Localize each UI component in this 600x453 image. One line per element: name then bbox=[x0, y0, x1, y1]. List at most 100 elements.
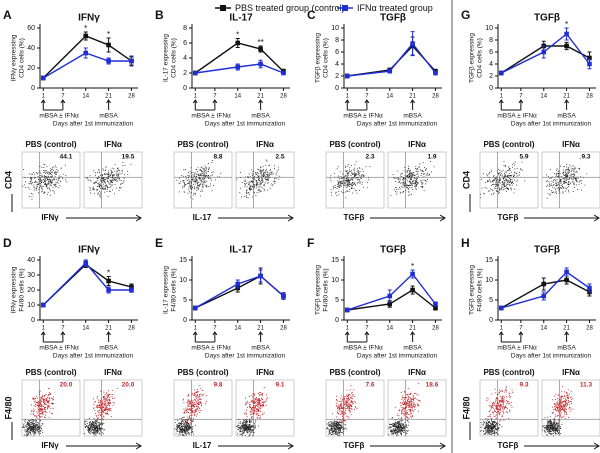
flow-dot bbox=[556, 187, 558, 189]
flow-dot bbox=[253, 412, 255, 414]
flow-dot bbox=[498, 169, 500, 171]
flow-dot bbox=[108, 394, 110, 396]
flow-dot bbox=[32, 429, 34, 431]
flow-dot bbox=[366, 182, 368, 184]
flow-dot bbox=[186, 425, 188, 427]
flow-dot bbox=[130, 163, 132, 165]
flow-dot bbox=[257, 169, 259, 171]
flow-dot bbox=[200, 180, 202, 182]
flow-dot bbox=[338, 407, 341, 409]
flow-dot bbox=[262, 401, 264, 403]
flow-dot bbox=[56, 181, 58, 183]
flow-dot bbox=[34, 173, 36, 175]
flow-dot bbox=[340, 407, 343, 409]
flow-dot bbox=[42, 178, 44, 180]
flow-dot bbox=[33, 429, 35, 431]
flow-dot bbox=[243, 430, 245, 432]
flow-dot bbox=[396, 191, 398, 193]
flow-dot bbox=[348, 169, 350, 171]
flow-dot bbox=[117, 175, 119, 177]
flow-dot bbox=[357, 170, 359, 172]
flow-dot bbox=[394, 422, 396, 424]
flow-dot bbox=[566, 163, 568, 165]
flow-dot bbox=[246, 421, 248, 423]
flow-dot bbox=[261, 170, 263, 172]
flow-dot bbox=[336, 431, 338, 433]
flow-dot bbox=[577, 189, 579, 191]
flow-dot bbox=[37, 178, 39, 180]
flow-dot bbox=[45, 184, 47, 186]
flow-dot bbox=[258, 178, 260, 180]
flow-dot bbox=[184, 423, 186, 425]
flow-dot bbox=[181, 423, 183, 425]
flow-dot bbox=[44, 181, 46, 183]
flow-dot bbox=[189, 408, 191, 410]
flow-plot bbox=[21, 379, 81, 437]
flow-dot bbox=[577, 181, 579, 183]
y-tick-label: 15 bbox=[485, 257, 493, 264]
flow-dot bbox=[44, 183, 46, 185]
flow-dot bbox=[189, 426, 191, 428]
flow-dot bbox=[199, 185, 201, 187]
flow-dot bbox=[55, 178, 57, 180]
flow-dot bbox=[399, 428, 401, 430]
flow-dot bbox=[410, 184, 412, 186]
flow-dot bbox=[40, 172, 42, 174]
flow-dot bbox=[495, 179, 497, 181]
flow-dot bbox=[192, 411, 194, 413]
flow-dot bbox=[264, 182, 266, 184]
flow-dot bbox=[185, 422, 187, 424]
flow-dot bbox=[421, 173, 423, 175]
flow-dot bbox=[242, 419, 244, 421]
flow-dot bbox=[39, 397, 41, 399]
x-tick-label: 21 bbox=[563, 94, 570, 100]
flow-dot bbox=[212, 171, 214, 173]
flow-dot bbox=[28, 428, 30, 430]
flow-dot bbox=[349, 389, 351, 391]
flow-dot bbox=[86, 426, 88, 428]
flow-dot bbox=[200, 393, 202, 395]
flow-dot bbox=[343, 427, 345, 429]
flow-dot bbox=[274, 181, 276, 183]
flow-dot bbox=[200, 409, 202, 411]
flow-dot bbox=[568, 168, 570, 170]
flow-dot bbox=[568, 183, 570, 185]
flow-dot bbox=[106, 395, 108, 397]
flow-dot bbox=[187, 192, 189, 194]
flow-dot bbox=[47, 408, 49, 410]
flow-dot bbox=[338, 426, 340, 428]
flow-dot bbox=[183, 430, 185, 432]
x-tick-label: 1 bbox=[346, 94, 350, 100]
flow-dot bbox=[204, 172, 206, 174]
flow-dot bbox=[98, 414, 100, 416]
flow-dot bbox=[97, 399, 99, 401]
flow-dot bbox=[408, 195, 410, 197]
flow-dot bbox=[277, 166, 279, 168]
flow-dot bbox=[105, 405, 107, 407]
flow-dot bbox=[210, 185, 212, 187]
flow-dot bbox=[501, 183, 503, 185]
flow-dot bbox=[95, 434, 97, 436]
flow-dot bbox=[350, 174, 352, 176]
flow-dot bbox=[343, 396, 345, 398]
flow-dot bbox=[27, 427, 29, 429]
flow-dot bbox=[108, 172, 110, 174]
flow-dot bbox=[514, 179, 516, 181]
flow-dot bbox=[239, 431, 241, 433]
flow-dot bbox=[89, 424, 91, 426]
flow-dot bbox=[335, 192, 337, 194]
flow-dot bbox=[48, 171, 50, 173]
flow-dot bbox=[261, 397, 263, 399]
flow-dot bbox=[104, 396, 106, 398]
flow-dot bbox=[500, 188, 502, 190]
flow-dot bbox=[416, 173, 418, 175]
flow-dot bbox=[249, 189, 251, 191]
flow-dot bbox=[352, 402, 354, 404]
flow-dot bbox=[254, 425, 256, 427]
flow-dot bbox=[97, 185, 99, 187]
flow-dot bbox=[106, 407, 108, 409]
flow-dot bbox=[178, 430, 180, 432]
flow-dot bbox=[123, 174, 125, 176]
flow-dot bbox=[175, 429, 177, 431]
flow-dot bbox=[505, 178, 507, 180]
